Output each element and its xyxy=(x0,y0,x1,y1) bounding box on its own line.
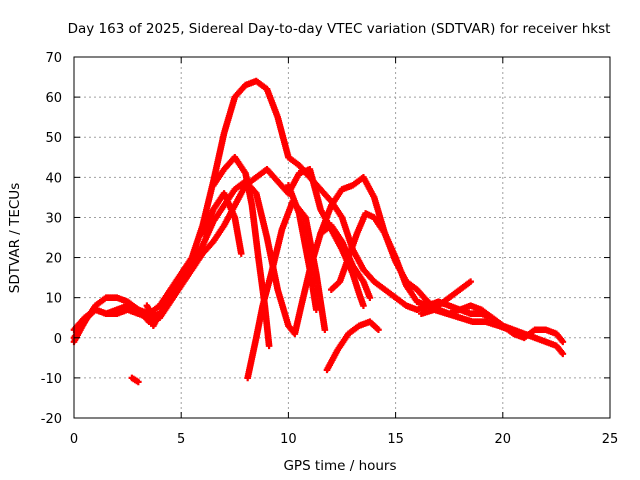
x-tick-label: 25 xyxy=(602,432,619,447)
y-tick-label: 70 xyxy=(45,51,62,66)
grid-lines xyxy=(74,57,610,418)
series-track-9 xyxy=(323,318,382,374)
data-point xyxy=(505,326,513,334)
x-tick-label: 15 xyxy=(387,432,404,447)
x-axis-label: GPS time / hours xyxy=(283,458,396,474)
series-track-13 xyxy=(418,306,513,334)
series-track-12 xyxy=(128,374,142,386)
y-tick-label: 20 xyxy=(45,252,62,267)
x-tick-label: 0 xyxy=(70,432,78,447)
y-axis-label: SDTVAR / TECUs xyxy=(7,183,23,293)
series-track-11 xyxy=(143,302,161,330)
data-point xyxy=(559,350,567,358)
x-tick-label: 20 xyxy=(495,432,512,447)
x-tick-label: 10 xyxy=(280,432,297,447)
y-tick-label: 30 xyxy=(45,211,62,226)
y-tick-label: -20 xyxy=(41,412,62,427)
data-point xyxy=(154,314,161,322)
series-track-10 xyxy=(327,210,474,309)
y-tick-label: 0 xyxy=(54,332,62,347)
data-point xyxy=(467,278,474,285)
x-tick-label: 5 xyxy=(177,432,185,447)
chart-title: Day 163 of 2025, Sidereal Day-to-day VTE… xyxy=(68,21,611,37)
data-point xyxy=(265,342,273,350)
series-track-7 xyxy=(285,182,320,313)
data-point xyxy=(559,338,567,346)
data-markers xyxy=(70,77,567,386)
series-track-4 xyxy=(199,190,245,257)
axis-ticks: 0 5 10 15 20 25 -20 -10 0 10 20 30 40 50 60 70 xyxy=(41,51,619,447)
y-tick-label: 40 xyxy=(45,171,62,186)
data-point xyxy=(321,326,329,334)
data-point xyxy=(375,326,382,334)
plot-frame xyxy=(73,56,611,419)
data-point xyxy=(366,294,374,301)
y-tick-label: 10 xyxy=(45,292,62,307)
data-point xyxy=(360,302,367,309)
data-point xyxy=(312,306,320,313)
y-tick-label: -10 xyxy=(41,372,62,387)
y-tick-label: 50 xyxy=(45,131,62,146)
data-point xyxy=(237,250,245,257)
data-point xyxy=(135,378,142,386)
y-tick-label: 60 xyxy=(45,91,62,106)
